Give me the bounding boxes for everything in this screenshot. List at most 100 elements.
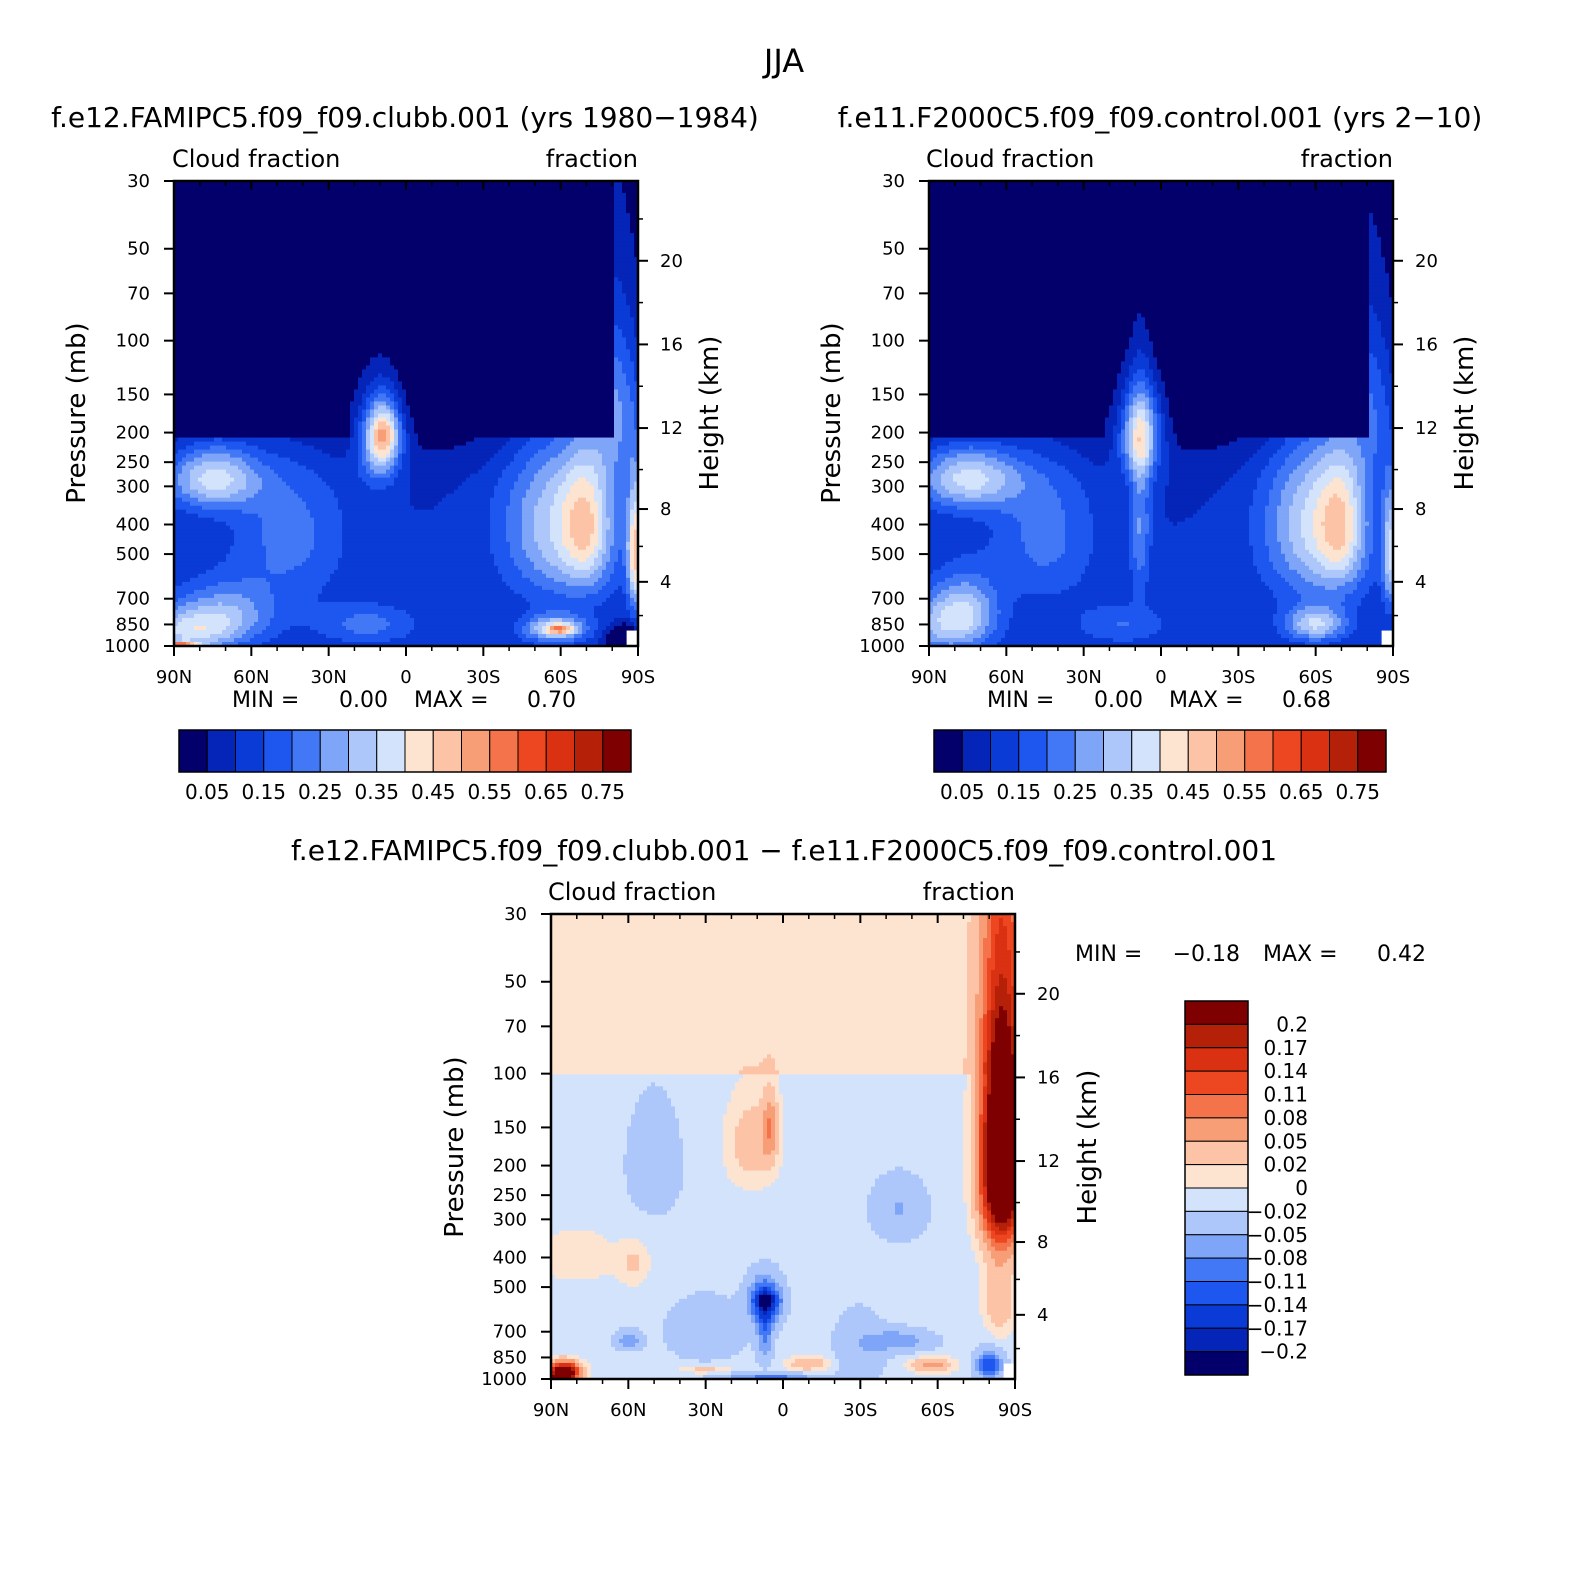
panel-control-contour-cell <box>941 625 970 631</box>
panel-difference-contour-cell <box>583 1374 588 1380</box>
panel-difference-contour-cell <box>747 1270 784 1276</box>
panel-case-contour-cell <box>194 441 247 447</box>
panel-case-contour-cell <box>322 589 515 595</box>
panel-case-height-tick-label: 20 <box>660 251 683 272</box>
panel-control-contour-cell <box>1381 541 1386 547</box>
panel-case-contour-cell <box>374 405 379 411</box>
panel-difference-contour-cell <box>763 1366 768 1372</box>
panel-difference-contour-cell <box>1011 998 1016 1003</box>
panel-control-contour-cell <box>1361 597 1382 603</box>
panel-case-contour-cell <box>490 533 507 539</box>
panel-case-contour-cell <box>274 613 355 619</box>
panel-control-contour-cell <box>1325 533 1346 539</box>
panel-case-contour-cell <box>606 489 615 495</box>
panel-control-contour-cell <box>1381 249 1394 254</box>
panel-difference-contour-cell <box>979 950 984 955</box>
panel-case-contour-cell <box>618 445 639 451</box>
panel-difference-contour-cell <box>867 1214 932 1220</box>
panel-control-contour-cell <box>1153 525 1250 531</box>
panel-case-contour-cell <box>590 625 599 631</box>
panel-difference-contour-cell <box>1003 1346 1016 1352</box>
panel-case-y-tick-label: 200 <box>116 423 150 444</box>
panel-control-contour-cell <box>1165 497 1210 503</box>
panel-control-contour-cell <box>929 621 942 627</box>
panel-control-contour-cell <box>1137 489 1142 495</box>
panel-case-contour-cell <box>374 453 379 459</box>
panel-case-contour-cell <box>374 425 379 431</box>
panel-difference-contour-cell <box>943 1342 980 1348</box>
panel-control-contour-cell <box>1013 465 1034 471</box>
panel-case-contour-cell <box>634 333 639 338</box>
panel-difference-contour-cell <box>983 986 988 991</box>
panel-difference-contour-cell <box>999 1370 1004 1376</box>
panel-difference-contour-cell <box>551 1038 968 1043</box>
panel-case-contour-cell <box>406 633 519 639</box>
panel-case-contour-cell <box>622 421 635 427</box>
panel-control-contour-cell <box>1329 481 1346 487</box>
panel-difference-contour-cell <box>791 1306 848 1312</box>
panel-control-contour-cell <box>1305 561 1322 567</box>
panel-case-contour-cell <box>398 437 403 443</box>
panel-difference-contour-cell <box>683 1162 724 1168</box>
panel-control-contour-cell <box>1169 469 1238 475</box>
panel-control-contour-cell <box>949 593 974 599</box>
panel-control-contour-cell <box>1129 365 1150 371</box>
panel-case-contour-cell <box>394 477 411 483</box>
panel-case-contour-cell <box>258 489 295 495</box>
panel-difference-contour-cell <box>991 1006 996 1011</box>
panel-control-x-tick-label: 60N <box>988 667 1024 688</box>
panel-case-contour-cell <box>418 437 475 443</box>
panel-difference-contour-cell <box>555 1362 560 1368</box>
panel-difference-contour-cell <box>1011 914 1016 919</box>
panel-control-colorbar-swatch <box>1216 729 1246 773</box>
panel-control-contour-cell <box>1089 505 1130 511</box>
panel-difference-contour-cell <box>619 1326 640 1332</box>
panel-control-contour-cell <box>1133 581 1146 587</box>
panel-difference-contour-cell <box>775 1066 964 1071</box>
panel-control-contour-cell <box>1153 509 1166 515</box>
panel-case-contour-cell <box>610 545 627 551</box>
panel-control-contour-cell <box>1137 381 1146 387</box>
panel-difference-contour-cell <box>783 1118 964 1124</box>
panel-case-colorbar-swatch <box>206 729 236 773</box>
panel-case-contour-cell <box>606 513 615 519</box>
panel-case-contour-cell <box>602 521 611 527</box>
panel-control-contour-cell <box>1157 453 1162 459</box>
panel-case-contour-cell <box>634 577 639 583</box>
panel-control-contour-cell <box>1153 529 1250 535</box>
panel-control-contour-cell <box>1381 373 1394 379</box>
panel-difference-contour-cell <box>979 990 984 995</box>
panel-case-contour-cell <box>362 413 367 419</box>
panel-difference-contour-cell <box>983 1194 988 1200</box>
panel-control-contour-cell <box>1153 409 1158 415</box>
panel-case-contour-cell <box>598 517 603 523</box>
panel-case-contour-cell <box>406 401 615 407</box>
panel-difference-contour-cell <box>551 1162 624 1168</box>
panel-case-contour-cell <box>574 541 591 547</box>
panel-case-contour-cell <box>390 405 395 411</box>
panel-case-contour-cell <box>626 505 631 511</box>
panel-control-contour-cell <box>961 581 970 587</box>
panel-difference-contour-cell <box>983 1102 988 1108</box>
panel-case-contour-cell <box>614 225 631 230</box>
panel-case-contour-cell <box>550 457 571 463</box>
panel-control-contour-cell <box>1001 509 1066 515</box>
panel-control-contour-cell <box>1305 457 1322 463</box>
panel-control-contour-cell <box>1389 369 1394 375</box>
panel-control-colorbar-swatch <box>1074 729 1104 773</box>
panel-difference-contour-cell <box>971 1358 976 1364</box>
panel-control-contour-cell <box>1021 489 1058 495</box>
panel-case-contour-cell <box>622 333 635 338</box>
panel-difference-contour-cell <box>731 1178 776 1184</box>
panel-case-contour-cell <box>358 405 367 411</box>
panel-case-contour-cell <box>230 473 247 479</box>
panel-case-contour-cell <box>378 613 411 619</box>
panel-difference-contour-cell <box>571 1366 576 1372</box>
panel-case-contour-cell <box>526 621 531 627</box>
panel-case-contour-cell <box>510 585 543 591</box>
panel-control-contour-cell <box>1373 537 1382 543</box>
panel-case-axes: 90N 60N 30N 0 30S 60S 90S305070100150200250300… <box>104 171 683 688</box>
panel-control-contour-cell <box>1081 453 1110 459</box>
panel-control-y-tick-label: 100 <box>871 331 905 352</box>
panel-control-contour-cell <box>1381 321 1394 326</box>
